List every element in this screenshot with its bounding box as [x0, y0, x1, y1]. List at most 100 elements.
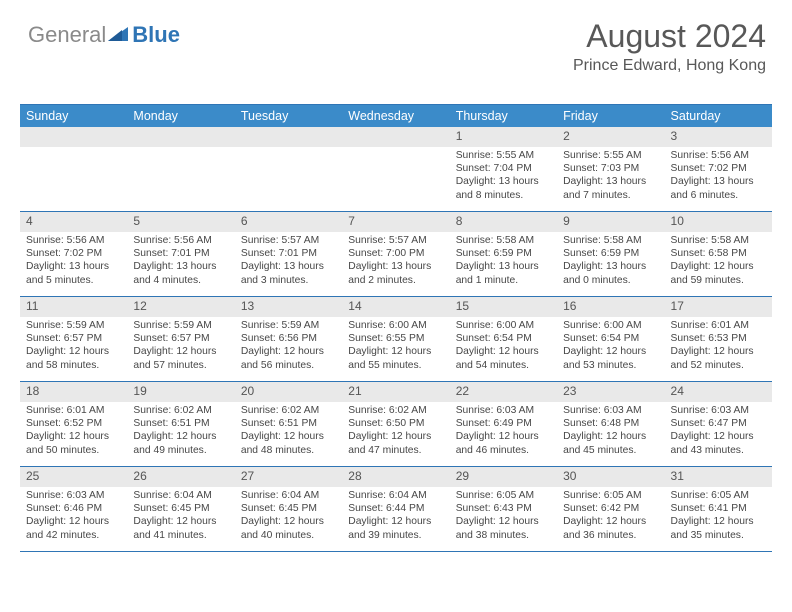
day-info: Sunrise: 5:55 AMSunset: 7:03 PMDaylight:…	[557, 147, 664, 206]
sunset-text: Sunset: 6:53 PM	[671, 332, 768, 345]
calendar-grid: Sunday Monday Tuesday Wednesday Thursday…	[20, 104, 772, 552]
sunset-text: Sunset: 7:02 PM	[671, 162, 768, 175]
day-number: 1	[450, 127, 557, 147]
day-cell	[342, 127, 449, 211]
daylight-text: Daylight: 13 hours and 3 minutes.	[241, 260, 338, 286]
day-number: 8	[450, 212, 557, 232]
sunset-text: Sunset: 6:45 PM	[241, 502, 338, 515]
sunrise-text: Sunrise: 5:59 AM	[241, 319, 338, 332]
day-cell: 1Sunrise: 5:55 AMSunset: 7:04 PMDaylight…	[450, 127, 557, 211]
day-info: Sunrise: 5:55 AMSunset: 7:04 PMDaylight:…	[450, 147, 557, 206]
day-info: Sunrise: 6:04 AMSunset: 6:45 PMDaylight:…	[235, 487, 342, 546]
day-number: 13	[235, 297, 342, 317]
sunset-text: Sunset: 6:44 PM	[348, 502, 445, 515]
daylight-text: Daylight: 12 hours and 50 minutes.	[26, 430, 123, 456]
day-info: Sunrise: 6:02 AMSunset: 6:51 PMDaylight:…	[127, 402, 234, 461]
sunrise-text: Sunrise: 6:03 AM	[456, 404, 553, 417]
weekday-header: Tuesday	[235, 109, 342, 123]
week-row: 4Sunrise: 5:56 AMSunset: 7:02 PMDaylight…	[20, 212, 772, 297]
day-number: 12	[127, 297, 234, 317]
daylight-text: Daylight: 12 hours and 40 minutes.	[241, 515, 338, 541]
day-cell: 11Sunrise: 5:59 AMSunset: 6:57 PMDayligh…	[20, 297, 127, 381]
sunrise-text: Sunrise: 5:57 AM	[348, 234, 445, 247]
sunrise-text: Sunrise: 5:59 AM	[133, 319, 230, 332]
sunrise-text: Sunrise: 5:56 AM	[671, 149, 768, 162]
sunset-text: Sunset: 6:48 PM	[563, 417, 660, 430]
daylight-text: Daylight: 12 hours and 41 minutes.	[133, 515, 230, 541]
daylight-text: Daylight: 12 hours and 47 minutes.	[348, 430, 445, 456]
day-info: Sunrise: 6:03 AMSunset: 6:49 PMDaylight:…	[450, 402, 557, 461]
sunrise-text: Sunrise: 6:01 AM	[671, 319, 768, 332]
day-number: 3	[665, 127, 772, 147]
day-number: 28	[342, 467, 449, 487]
day-info: Sunrise: 5:58 AMSunset: 6:59 PMDaylight:…	[557, 232, 664, 291]
day-cell: 6Sunrise: 5:57 AMSunset: 7:01 PMDaylight…	[235, 212, 342, 296]
daylight-text: Daylight: 12 hours and 35 minutes.	[671, 515, 768, 541]
daylight-text: Daylight: 12 hours and 43 minutes.	[671, 430, 768, 456]
day-cell: 26Sunrise: 6:04 AMSunset: 6:45 PMDayligh…	[127, 467, 234, 551]
day-cell: 22Sunrise: 6:03 AMSunset: 6:49 PMDayligh…	[450, 382, 557, 466]
day-number: 9	[557, 212, 664, 232]
sunset-text: Sunset: 6:47 PM	[671, 417, 768, 430]
day-cell: 21Sunrise: 6:02 AMSunset: 6:50 PMDayligh…	[342, 382, 449, 466]
sail-icon	[108, 22, 130, 48]
day-number: 20	[235, 382, 342, 402]
sunrise-text: Sunrise: 6:05 AM	[456, 489, 553, 502]
day-cell: 20Sunrise: 6:02 AMSunset: 6:51 PMDayligh…	[235, 382, 342, 466]
day-number: 22	[450, 382, 557, 402]
sunrise-text: Sunrise: 5:59 AM	[26, 319, 123, 332]
sunset-text: Sunset: 6:43 PM	[456, 502, 553, 515]
sunset-text: Sunset: 6:54 PM	[563, 332, 660, 345]
daylight-text: Daylight: 12 hours and 54 minutes.	[456, 345, 553, 371]
daylight-text: Daylight: 13 hours and 6 minutes.	[671, 175, 768, 201]
week-row: 1Sunrise: 5:55 AMSunset: 7:04 PMDaylight…	[20, 127, 772, 212]
week-row: 18Sunrise: 6:01 AMSunset: 6:52 PMDayligh…	[20, 382, 772, 467]
daylight-text: Daylight: 12 hours and 36 minutes.	[563, 515, 660, 541]
sunset-text: Sunset: 6:51 PM	[133, 417, 230, 430]
sunrise-text: Sunrise: 5:58 AM	[671, 234, 768, 247]
day-info: Sunrise: 6:00 AMSunset: 6:55 PMDaylight:…	[342, 317, 449, 376]
weekday-header-row: Sunday Monday Tuesday Wednesday Thursday…	[20, 105, 772, 127]
day-number: 31	[665, 467, 772, 487]
logo-text-1: General	[28, 22, 106, 48]
daylight-text: Daylight: 13 hours and 7 minutes.	[563, 175, 660, 201]
sunset-text: Sunset: 7:00 PM	[348, 247, 445, 260]
weekday-header: Sunday	[20, 109, 127, 123]
day-number: 17	[665, 297, 772, 317]
sunset-text: Sunset: 7:01 PM	[241, 247, 338, 260]
sunrise-text: Sunrise: 6:01 AM	[26, 404, 123, 417]
day-number: 5	[127, 212, 234, 232]
daylight-text: Daylight: 12 hours and 53 minutes.	[563, 345, 660, 371]
daylight-text: Daylight: 13 hours and 2 minutes.	[348, 260, 445, 286]
title-block: August 2024 Prince Edward, Hong Kong	[573, 18, 766, 75]
day-info: Sunrise: 5:56 AMSunset: 7:01 PMDaylight:…	[127, 232, 234, 291]
day-info: Sunrise: 6:05 AMSunset: 6:43 PMDaylight:…	[450, 487, 557, 546]
daylight-text: Daylight: 13 hours and 1 minute.	[456, 260, 553, 286]
location-subtitle: Prince Edward, Hong Kong	[573, 57, 766, 75]
day-cell	[235, 127, 342, 211]
day-info: Sunrise: 6:05 AMSunset: 6:41 PMDaylight:…	[665, 487, 772, 546]
day-number: 6	[235, 212, 342, 232]
day-cell: 10Sunrise: 5:58 AMSunset: 6:58 PMDayligh…	[665, 212, 772, 296]
sunset-text: Sunset: 6:41 PM	[671, 502, 768, 515]
day-number: 23	[557, 382, 664, 402]
day-cell: 29Sunrise: 6:05 AMSunset: 6:43 PMDayligh…	[450, 467, 557, 551]
day-info: Sunrise: 5:58 AMSunset: 6:59 PMDaylight:…	[450, 232, 557, 291]
weekday-header: Thursday	[450, 109, 557, 123]
day-cell	[20, 127, 127, 211]
day-number: 11	[20, 297, 127, 317]
day-cell: 16Sunrise: 6:00 AMSunset: 6:54 PMDayligh…	[557, 297, 664, 381]
day-cell: 3 Sunrise: 5:56 AMSunset: 7:02 PMDaylight…	[665, 127, 772, 211]
daylight-text: Daylight: 12 hours and 46 minutes.	[456, 430, 553, 456]
sunset-text: Sunset: 6:42 PM	[563, 502, 660, 515]
day-cell: 31Sunrise: 6:05 AMSunset: 6:41 PMDayligh…	[665, 467, 772, 551]
sunrise-text: Sunrise: 6:04 AM	[241, 489, 338, 502]
sunrise-text: Sunrise: 5:58 AM	[456, 234, 553, 247]
day-info: Sunrise: 5:58 AMSunset: 6:58 PMDaylight:…	[665, 232, 772, 291]
day-info: Sunrise: 5:59 AMSunset: 6:57 PMDaylight:…	[127, 317, 234, 376]
day-number: 16	[557, 297, 664, 317]
day-info: Sunrise: 5:57 AMSunset: 7:00 PMDaylight:…	[342, 232, 449, 291]
day-info: Sunrise: 6:04 AMSunset: 6:45 PMDaylight:…	[127, 487, 234, 546]
weekday-header: Wednesday	[342, 109, 449, 123]
sunset-text: Sunset: 6:50 PM	[348, 417, 445, 430]
